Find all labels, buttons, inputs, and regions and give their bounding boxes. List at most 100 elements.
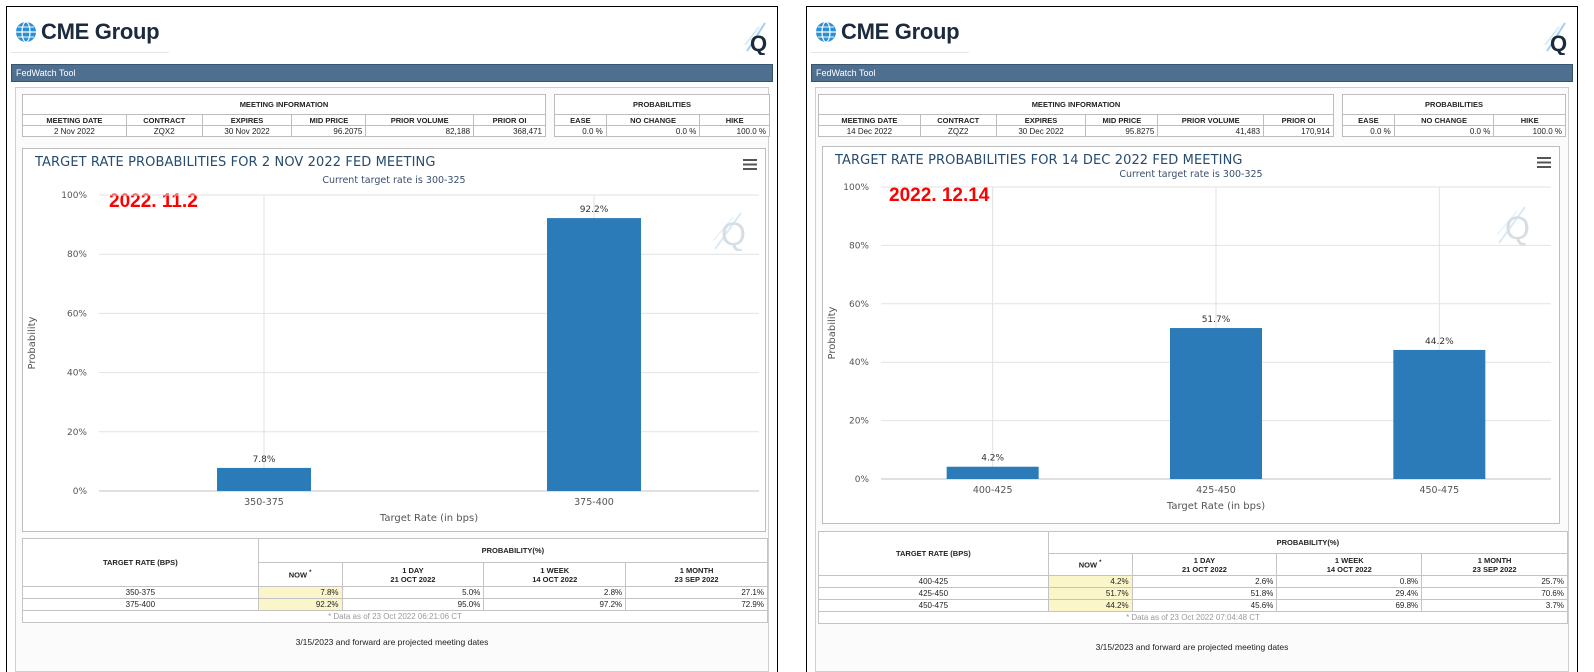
- col-1day: 1 DAY 21 OCT 2022: [1131, 553, 1278, 576]
- q-watermark-icon: Q: [713, 212, 746, 251]
- col-prior-volume: PRIOR VOLUME: [1157, 114, 1265, 126]
- chart-wrap: MEETING INFORMATION MEETING DATE CONTRAC…: [815, 87, 1569, 672]
- contract-value: ZQX2: [125, 125, 203, 137]
- svg-text:Q: Q: [750, 31, 767, 55]
- x-tick-label: 375-400: [574, 497, 614, 508]
- col-now: NOW *: [1047, 553, 1133, 576]
- chart-menu-icon[interactable]: [743, 159, 757, 170]
- meeting-info-table: MEETING INFORMATION MEETING DATE CONTRAC…: [818, 94, 1334, 137]
- contract-value: ZQZ2: [919, 125, 997, 137]
- projected-dates-note: 3/15/2023 and forward are projected meet…: [295, 637, 489, 647]
- table-row: 400-425 4.2% 2.6% 0.8% 25.7%: [818, 575, 1568, 588]
- svg-text:Q: Q: [1550, 31, 1567, 55]
- col-mid-price: MID PRICE: [1085, 114, 1159, 126]
- col-expires: EXPIRES: [201, 114, 293, 126]
- col-hike: HIKE: [699, 114, 770, 126]
- quikstrike-q-icon: Q: [1544, 22, 1567, 55]
- date-annotation: 2022. 12.14: [889, 185, 990, 206]
- date-annotation: 2022. 11.2: [109, 191, 198, 212]
- y-tick-label: 80%: [849, 241, 869, 251]
- probabilities-header: PROBABILITIES: [1342, 94, 1566, 115]
- y-tick-label: 100%: [843, 183, 869, 193]
- globe-icon: [816, 20, 836, 43]
- quikstrike-q-icon: Q: [744, 22, 767, 55]
- chart-menu-icon[interactable]: [1537, 157, 1551, 168]
- col-ease: EASE: [1342, 114, 1395, 126]
- col-prior-oi: PRIOR OI: [473, 114, 546, 126]
- meeting-info-table: MEETING INFORMATION MEETING DATE CONTRAC…: [22, 94, 546, 137]
- logo-text: CME Group: [41, 18, 160, 44]
- chart-subtitle: Current target rate is 300-325: [322, 175, 466, 186]
- col-meeting-date: MEETING DATE: [818, 114, 921, 126]
- y-tick-label: 0%: [73, 487, 88, 497]
- x-tick-label: 400-425: [973, 485, 1013, 496]
- x-axis-title: Target Rate (in bps): [1166, 501, 1265, 512]
- chart-wrap: MEETING INFORMATION MEETING DATE CONTRAC…: [15, 87, 770, 672]
- bar: [946, 466, 1039, 479]
- probabilities-table: PROBABILITIES EASE NO CHANGE HIKE 0.0 % …: [554, 94, 770, 137]
- y-axis-title: Probability: [827, 306, 838, 359]
- tool-title-bar: FedWatch Tool: [11, 64, 773, 82]
- bar: [1393, 349, 1486, 479]
- target-rate-header: TARGET RATE (BPS): [22, 538, 259, 587]
- projected-dates-note: 3/15/2023 and forward are projected meet…: [1095, 642, 1289, 652]
- col-1month: 1 MONTH 23 SEP 2022: [625, 562, 768, 587]
- chart-subtitle: Current target rate is 300-325: [1119, 169, 1263, 180]
- probabilities-table: PROBABILITIES EASE NO CHANGE HIKE 0.0 % …: [1342, 94, 1566, 137]
- col-1month: 1 MONTH 23 SEP 2022: [1421, 553, 1568, 576]
- svg-text:Q: Q: [721, 216, 746, 251]
- q-watermark-icon: Q: [1497, 206, 1530, 245]
- bar: [547, 218, 641, 491]
- y-tick-label: 40%: [67, 369, 87, 379]
- col-contract: CONTRACT: [125, 114, 203, 126]
- meeting-info-header: MEETING INFORMATION: [818, 94, 1334, 115]
- meeting-date-value: 14 Dec 2022: [818, 125, 921, 137]
- col-1week: 1 WEEK 14 OCT 2022: [1276, 553, 1423, 576]
- target-rate-table: TARGET RATE (BPS) PROBABILITY(%) NOW * 1…: [818, 531, 1569, 624]
- col-hike: HIKE: [1493, 114, 1566, 126]
- col-1week: 1 WEEK 14 OCT 2022: [483, 562, 627, 587]
- y-tick-label: 20%: [849, 417, 869, 427]
- prior-oi-value: 368,471: [473, 125, 546, 137]
- col-meeting-date: MEETING DATE: [22, 114, 127, 126]
- data-timestamp-note: * Data as of 23 Oct 2022 06:21:06 CT: [22, 610, 768, 623]
- prior-oi-value: 170,914: [1263, 125, 1334, 137]
- table-row: 350-375 7.8% 5.0% 2.8% 27.1%: [22, 586, 768, 599]
- meeting-date-value: 2 Nov 2022: [22, 125, 127, 137]
- y-tick-label: 60%: [67, 309, 87, 319]
- x-tick-label: 450-475: [1419, 485, 1459, 496]
- expires-value: 30 Dec 2022: [995, 125, 1087, 137]
- y-tick-label: 20%: [67, 428, 87, 438]
- col-no-change: NO CHANGE: [605, 114, 701, 126]
- table-row: 450-475 44.2% 45.6% 69.8% 3.7%: [818, 599, 1568, 612]
- probability-chart: TARGET RATE PROBABILITIES FOR 2 NOV 2022…: [22, 148, 766, 532]
- probability-header: PROBABILITY(%): [257, 538, 769, 563]
- logo-text: CME Group: [841, 18, 960, 44]
- ease-value: 0.0 %: [1342, 125, 1395, 137]
- col-prior-oi: PRIOR OI: [1263, 114, 1334, 126]
- y-tick-label: 40%: [849, 358, 869, 368]
- no-change-value: 0.0 %: [605, 125, 701, 137]
- probabilities-header: PROBABILITIES: [554, 94, 770, 115]
- target-rate-header: TARGET RATE (BPS): [818, 531, 1049, 576]
- probability-header: PROBABILITY(%): [1047, 531, 1569, 554]
- expires-value: 30 Nov 2022: [201, 125, 293, 137]
- cme-logo: CME Group: [11, 11, 169, 53]
- globe-icon: [16, 20, 36, 43]
- x-tick-label: 350-375: [244, 497, 284, 508]
- tool-title-bar: FedWatch Tool: [811, 64, 1573, 82]
- col-expires: EXPIRES: [995, 114, 1087, 126]
- probability-chart: TARGET RATE PROBABILITIES FOR 14 DEC 202…: [822, 146, 1560, 524]
- x-tick-label: 425-450: [1196, 485, 1236, 496]
- target-rate-table: TARGET RATE (BPS) PROBABILITY(%) NOW * 1…: [22, 538, 769, 623]
- y-tick-label: 80%: [67, 250, 87, 260]
- bar: [217, 467, 311, 491]
- x-axis-title: Target Rate (in bps): [379, 513, 478, 524]
- chart-title: TARGET RATE PROBABILITIES FOR 2 NOV 2022…: [35, 155, 436, 170]
- data-label: 44.2%: [1425, 337, 1454, 347]
- prior-volume-value: 82,188: [365, 125, 475, 137]
- data-timestamp-note: * Data as of 23 Oct 2022 07:04:48 CT: [818, 611, 1568, 624]
- col-ease: EASE: [554, 114, 607, 126]
- data-label: 4.2%: [981, 454, 1004, 464]
- mid-price-value: 95.8275: [1085, 125, 1159, 137]
